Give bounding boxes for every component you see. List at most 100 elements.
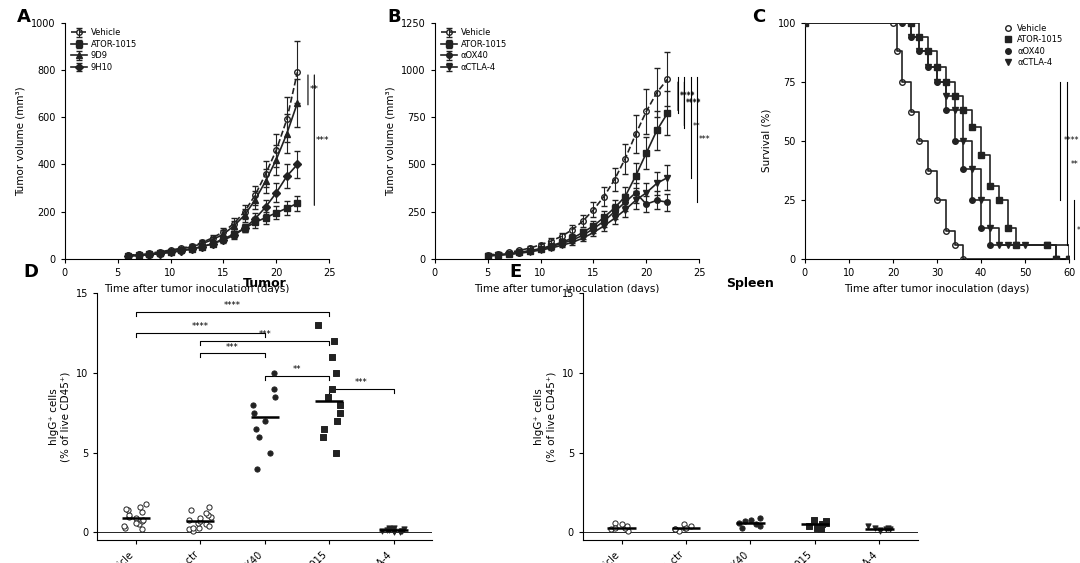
Point bbox=[332, 408, 349, 417]
Point bbox=[197, 509, 214, 518]
Point bbox=[381, 523, 399, 532]
Point bbox=[267, 392, 284, 401]
Point bbox=[324, 352, 341, 361]
Text: ****: **** bbox=[192, 322, 208, 331]
αCTLA-4 bbox=[940, 92, 953, 99]
Vehicle bbox=[887, 19, 900, 26]
αCTLA-4 bbox=[948, 106, 961, 113]
X-axis label: Time after tumor inoculation (days): Time after tumor inoculation (days) bbox=[845, 284, 1029, 293]
Point bbox=[120, 511, 137, 520]
Point bbox=[607, 519, 624, 528]
αCTLA-4 bbox=[1018, 242, 1031, 248]
ATOR-1015 bbox=[1050, 256, 1063, 262]
αOX40 bbox=[904, 33, 917, 40]
Point bbox=[666, 525, 684, 534]
Point bbox=[386, 524, 403, 533]
Point bbox=[138, 499, 156, 508]
αCTLA-4 bbox=[974, 196, 987, 203]
Y-axis label: hIgG⁺ cells
(% of live CD45⁺): hIgG⁺ cells (% of live CD45⁺) bbox=[49, 372, 70, 462]
αCTLA-4 bbox=[798, 19, 811, 26]
Point bbox=[134, 525, 151, 534]
αOX40 bbox=[913, 47, 926, 54]
Point bbox=[613, 520, 631, 529]
Point bbox=[191, 517, 208, 526]
Point bbox=[386, 528, 403, 537]
αCTLA-4 bbox=[984, 225, 997, 231]
ATOR-1015 bbox=[974, 151, 987, 158]
Text: **: ** bbox=[1077, 226, 1080, 235]
Vehicle bbox=[798, 19, 811, 26]
Point bbox=[870, 526, 888, 535]
Point bbox=[602, 525, 619, 534]
Point bbox=[814, 520, 832, 529]
αOX40 bbox=[895, 19, 908, 26]
Vehicle bbox=[891, 47, 904, 54]
αOX40 bbox=[984, 242, 997, 248]
Point bbox=[730, 519, 747, 528]
Point bbox=[320, 392, 337, 401]
Point bbox=[752, 521, 769, 530]
Point bbox=[395, 525, 413, 534]
ATOR-1015 bbox=[984, 182, 997, 189]
Point bbox=[800, 521, 818, 530]
αOX40 bbox=[1063, 256, 1076, 262]
Point bbox=[747, 520, 765, 529]
Line: ATOR-1015: ATOR-1015 bbox=[802, 20, 1072, 262]
Line: αOX40: αOX40 bbox=[802, 20, 1072, 262]
Text: ****: **** bbox=[686, 99, 701, 108]
Point bbox=[676, 520, 693, 529]
Point bbox=[190, 519, 207, 528]
Point bbox=[116, 521, 133, 530]
Point bbox=[881, 525, 899, 534]
ATOR-1015 bbox=[798, 19, 811, 26]
αCTLA-4 bbox=[904, 33, 917, 40]
Line: Vehicle: Vehicle bbox=[802, 20, 1072, 262]
αOX40 bbox=[931, 78, 944, 85]
αCTLA-4 bbox=[957, 137, 970, 144]
Text: ****: **** bbox=[224, 301, 241, 310]
αOX40 bbox=[948, 137, 961, 144]
Text: **: ** bbox=[310, 86, 319, 95]
ATOR-1015 bbox=[931, 64, 944, 71]
Point bbox=[184, 523, 201, 532]
Point bbox=[261, 448, 279, 457]
Point bbox=[180, 515, 198, 524]
αOX40 bbox=[940, 106, 953, 113]
Text: ****: **** bbox=[679, 91, 696, 100]
ATOR-1015 bbox=[957, 106, 970, 113]
Vehicle bbox=[921, 168, 934, 175]
αCTLA-4 bbox=[1063, 256, 1076, 262]
Point bbox=[200, 511, 217, 520]
Point bbox=[191, 513, 208, 522]
Point bbox=[381, 525, 399, 534]
ATOR-1015 bbox=[1063, 256, 1076, 262]
Point bbox=[733, 523, 751, 532]
ATOR-1015 bbox=[1010, 242, 1023, 248]
αCTLA-4 bbox=[895, 19, 908, 26]
Point bbox=[374, 526, 391, 535]
Point bbox=[133, 507, 150, 516]
Point bbox=[877, 525, 894, 534]
Point bbox=[118, 504, 135, 513]
Point bbox=[191, 523, 208, 532]
Point bbox=[866, 523, 883, 532]
Point bbox=[872, 526, 889, 535]
Point bbox=[378, 525, 395, 534]
Point bbox=[332, 400, 349, 409]
Point bbox=[197, 520, 214, 529]
Vehicle bbox=[1063, 256, 1076, 262]
Point bbox=[180, 525, 198, 534]
Point bbox=[131, 520, 148, 529]
αCTLA-4 bbox=[966, 166, 978, 172]
Title: Spleen: Spleen bbox=[727, 277, 774, 290]
αCTLA-4 bbox=[931, 78, 944, 85]
Point bbox=[328, 416, 346, 425]
Point bbox=[677, 523, 694, 532]
Point bbox=[127, 519, 145, 528]
Point bbox=[879, 523, 896, 532]
ATOR-1015 bbox=[993, 196, 1005, 203]
αCTLA-4 bbox=[921, 64, 934, 71]
Text: ****: **** bbox=[686, 99, 701, 108]
ATOR-1015 bbox=[940, 78, 953, 85]
Point bbox=[245, 400, 262, 409]
